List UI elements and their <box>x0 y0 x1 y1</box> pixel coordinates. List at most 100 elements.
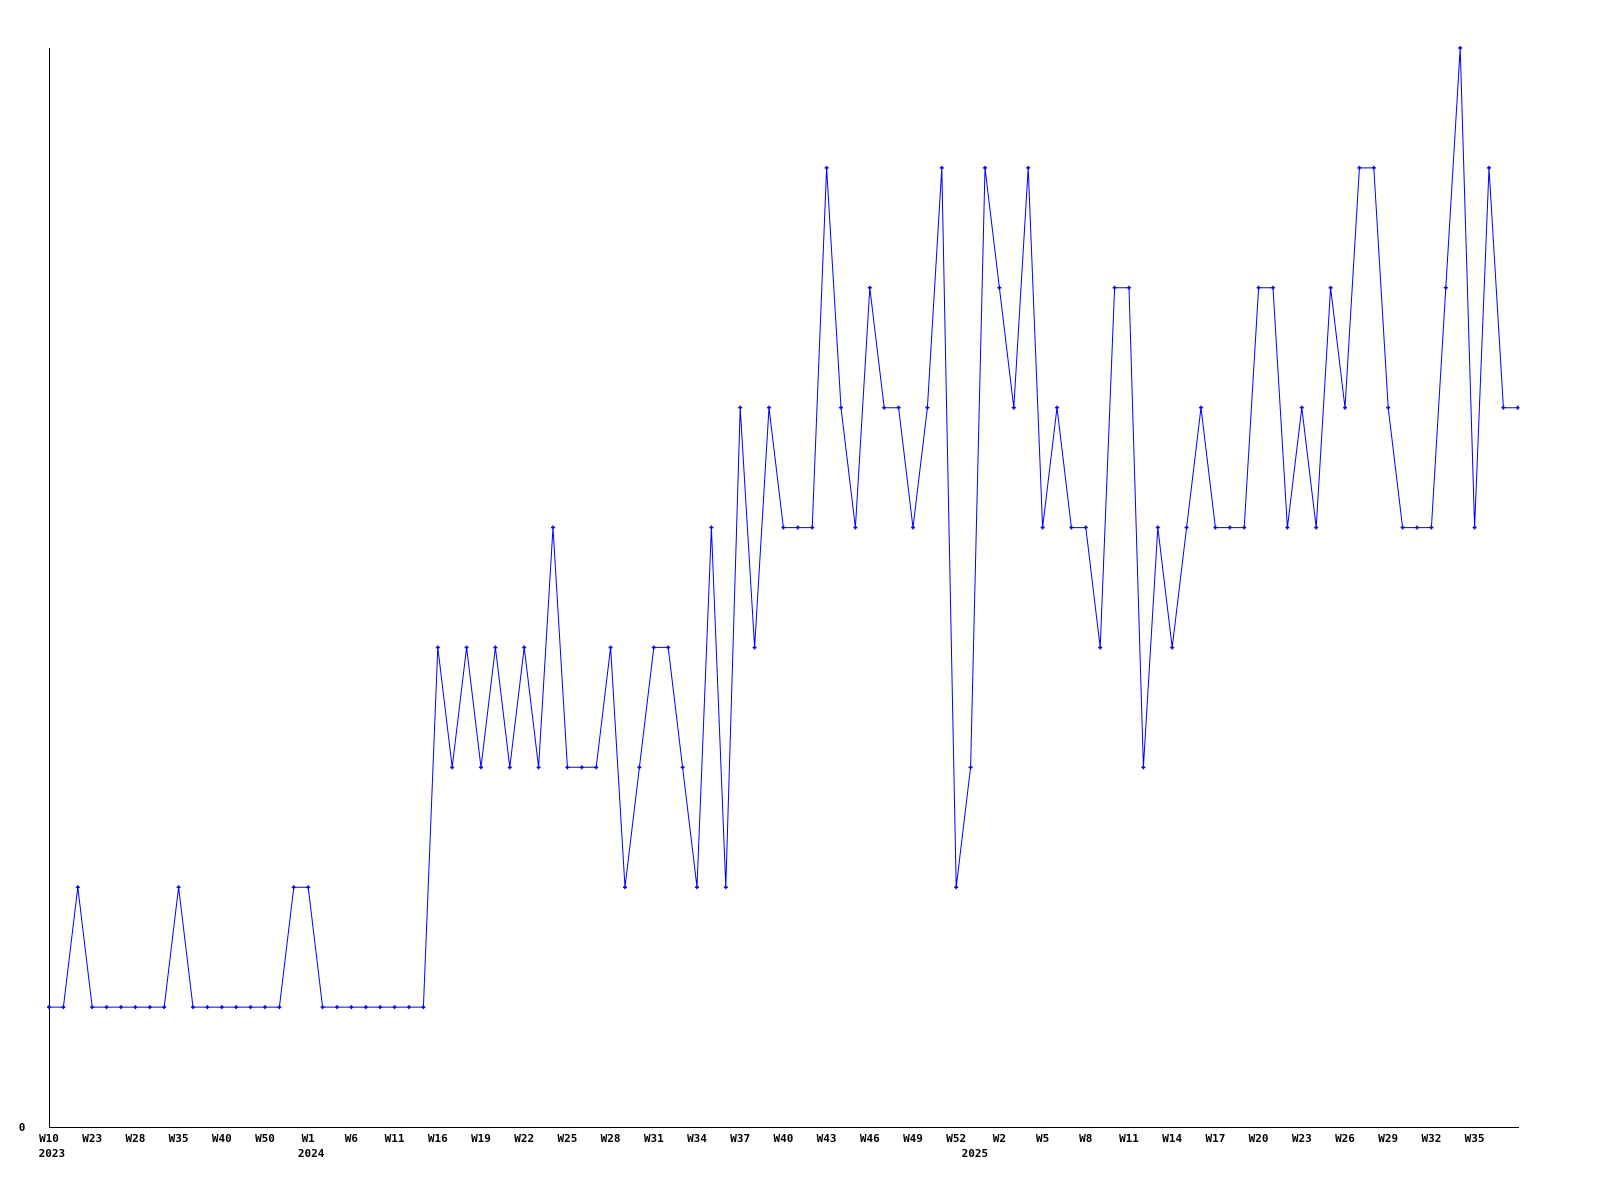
data-point <box>277 1005 282 1010</box>
data-point <box>47 1005 51 1010</box>
data-point <box>248 1005 253 1010</box>
data-point <box>939 165 944 170</box>
data-point <box>1011 405 1016 410</box>
data-point <box>1155 525 1160 530</box>
x-tick-label: W40 <box>212 1132 232 1145</box>
data-point <box>623 885 627 890</box>
data-point <box>1472 525 1477 530</box>
data-point <box>1429 525 1434 530</box>
data-point <box>1386 405 1391 410</box>
data-point <box>263 1005 267 1010</box>
x-tick-label: W19 <box>471 1132 491 1145</box>
data-point <box>1415 525 1419 530</box>
data-point <box>983 165 987 170</box>
data-point <box>234 1005 239 1010</box>
data-point <box>1026 165 1031 170</box>
data-point <box>1040 525 1045 530</box>
data-point <box>349 1005 354 1010</box>
data-point <box>579 765 584 770</box>
data-point <box>1184 525 1189 530</box>
data-point <box>1141 765 1146 770</box>
data-point <box>1285 525 1290 530</box>
data-point <box>507 765 512 770</box>
year-label: 2024 <box>298 1147 325 1160</box>
data-point <box>421 1005 426 1010</box>
x-tick-label: W23 <box>1292 1132 1312 1145</box>
data-point <box>1314 525 1319 530</box>
data-point <box>1069 525 1074 530</box>
data-point <box>1515 405 1520 410</box>
data-point <box>407 1005 411 1010</box>
data-point <box>119 1005 123 1010</box>
data-point <box>1458 46 1463 50</box>
x-tick-label: W5 <box>1036 1132 1049 1145</box>
data-point <box>608 645 613 650</box>
data-point <box>1112 285 1117 290</box>
data-point <box>450 765 455 770</box>
data-point <box>723 885 728 890</box>
data-point <box>320 1005 325 1010</box>
x-tick-label: W46 <box>860 1132 880 1145</box>
data-point <box>493 645 498 650</box>
x-tick-label: W17 <box>1205 1132 1225 1145</box>
data-point <box>968 765 973 770</box>
data-point <box>90 1005 95 1010</box>
data-point <box>1400 525 1405 530</box>
data-point <box>1055 405 1059 410</box>
data-point <box>1343 405 1347 410</box>
data-point <box>1213 525 1218 530</box>
data-point <box>75 885 80 890</box>
data-point <box>392 1005 397 1010</box>
x-tick-label: W35 <box>169 1132 189 1145</box>
data-point <box>219 1005 224 1010</box>
data-point <box>565 765 570 770</box>
data-point <box>824 165 829 170</box>
data-point <box>191 1005 195 1010</box>
data-point <box>594 765 599 770</box>
data-point <box>1487 165 1491 170</box>
data-point <box>1083 525 1088 530</box>
data-point <box>1371 165 1376 170</box>
data-point <box>767 405 771 410</box>
data-point <box>1271 285 1275 290</box>
data-point <box>464 645 469 650</box>
x-tick-label: W25 <box>557 1132 577 1145</box>
data-point <box>925 405 930 410</box>
y-tick-label: 0 <box>19 1121 26 1134</box>
year-label: 2025 <box>962 1147 989 1160</box>
year-label: 2023 <box>39 1147 66 1160</box>
data-point <box>839 405 843 410</box>
data-point <box>1443 285 1448 290</box>
data-point <box>752 645 757 650</box>
x-tick-label: W50 <box>255 1132 275 1145</box>
data-point <box>695 885 699 890</box>
x-tick-label: W28 <box>601 1132 621 1145</box>
data-point <box>954 885 959 890</box>
data-point <box>479 765 483 770</box>
data-point <box>1328 285 1333 290</box>
data-point <box>176 885 181 890</box>
data-point <box>911 525 915 530</box>
x-tick-label: W23 <box>82 1132 102 1145</box>
data-point <box>781 525 786 530</box>
x-tick-label: W37 <box>730 1132 750 1145</box>
x-tick-label: W16 <box>428 1132 448 1145</box>
data-point <box>61 1005 66 1010</box>
data-point <box>1199 405 1203 410</box>
data-point <box>363 1005 368 1010</box>
data-point <box>205 1005 210 1010</box>
x-tick-label: W32 <box>1421 1132 1441 1145</box>
x-tick-label: W28 <box>125 1132 145 1145</box>
data-point <box>1098 645 1103 650</box>
data-point <box>666 645 671 650</box>
data-point <box>1357 165 1362 170</box>
data-point <box>1227 525 1232 530</box>
data-point <box>738 405 743 410</box>
x-tick-label: W8 <box>1079 1132 1092 1145</box>
x-tick-label: W6 <box>345 1132 359 1145</box>
data-point <box>435 645 440 650</box>
data-point <box>853 525 858 530</box>
data-point <box>637 765 642 770</box>
x-tick-label: W52 <box>946 1132 966 1145</box>
data-point <box>133 1005 138 1010</box>
